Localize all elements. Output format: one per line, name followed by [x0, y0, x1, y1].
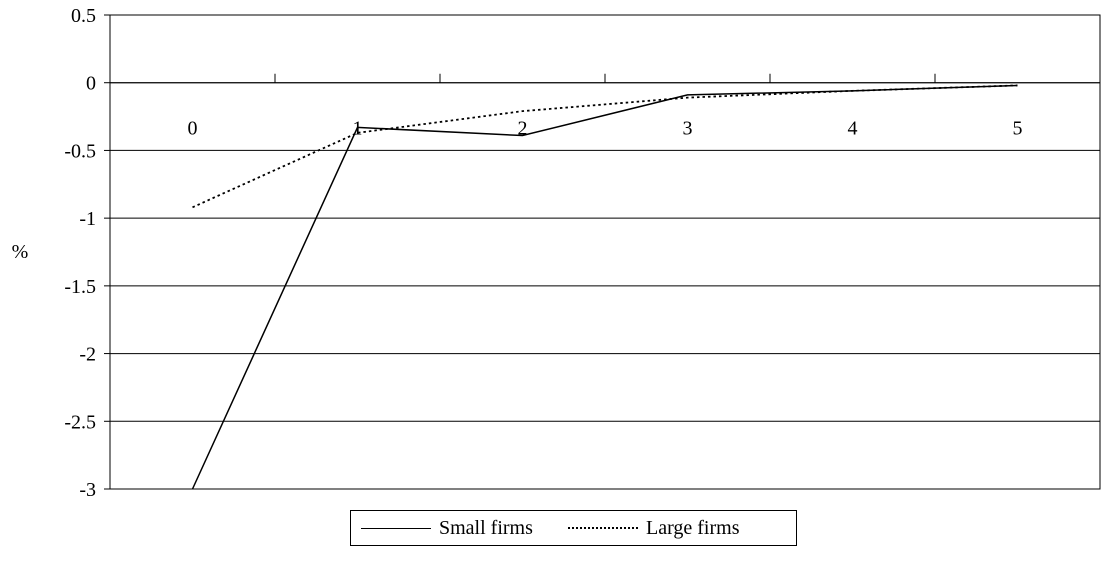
legend-item-large-firms: Large firms	[568, 511, 740, 545]
x-tick-label: 0	[188, 118, 198, 140]
legend-swatch-small-firms	[361, 527, 431, 529]
legend: Small firms Large firms	[350, 510, 797, 546]
legend-item-small-firms: Small firms	[361, 511, 533, 545]
y-tick-label: -2	[79, 344, 96, 366]
series-line-large-firms	[192, 84, 1018, 209]
legend-label-large-firms: Large firms	[646, 516, 740, 539]
y-tick-label: -1.5	[64, 276, 96, 298]
y-tick-label: 0	[86, 73, 96, 95]
y-tick-label: -2.5	[64, 411, 96, 433]
series-line-small-firms	[191, 84, 1018, 490]
y-tick-label: -0.5	[64, 140, 96, 162]
x-tick-label: 3	[683, 118, 693, 140]
y-tick-label: -1	[79, 208, 96, 230]
y-tick-label: -3	[79, 479, 96, 501]
plot-frame	[109, 14, 1101, 490]
x-tick-label: 5	[1013, 118, 1023, 140]
x-tick-label: 4	[848, 118, 858, 140]
legend-swatch-large-firms	[568, 527, 638, 529]
y-tick-label: 0.5	[71, 5, 96, 27]
y-axis-label: %	[12, 241, 29, 263]
legend-label-small-firms: Small firms	[439, 516, 533, 539]
x-tick-label: 2	[518, 118, 528, 140]
